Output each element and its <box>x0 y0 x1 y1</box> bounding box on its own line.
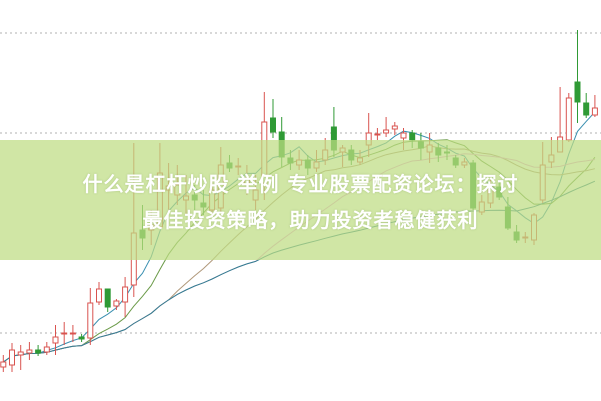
candle-up <box>591 107 598 116</box>
candle-up <box>113 300 120 307</box>
candle-up <box>69 332 76 335</box>
candle-down <box>35 349 42 354</box>
headline-line-1[interactable]: 什么是杠杆炒股 举例 专业股票配资论坛：探讨 <box>82 172 519 196</box>
candle-down <box>583 102 590 116</box>
candle-up <box>374 133 381 136</box>
candle-up <box>9 349 15 366</box>
candle-down <box>574 81 581 103</box>
candle-down <box>409 132 416 141</box>
candle-up <box>0 361 7 368</box>
candle-up <box>391 125 398 130</box>
candle-up <box>61 332 68 335</box>
candle-down <box>270 117 276 133</box>
candle-up <box>26 349 33 354</box>
candle-up <box>383 129 390 134</box>
candle-up <box>400 132 407 139</box>
candle-up <box>122 286 129 303</box>
candle-up <box>96 288 102 303</box>
candle-up <box>43 346 50 353</box>
candle-down <box>104 288 111 308</box>
candle-up <box>565 97 572 141</box>
headline-line-2[interactable]: 最佳投资策略，助力投资者稳健获利 <box>142 208 479 232</box>
candle-down <box>78 336 85 340</box>
candle-up <box>87 302 94 339</box>
headline-band <box>0 140 601 260</box>
candle-up <box>52 336 59 344</box>
candle-up <box>17 351 24 356</box>
